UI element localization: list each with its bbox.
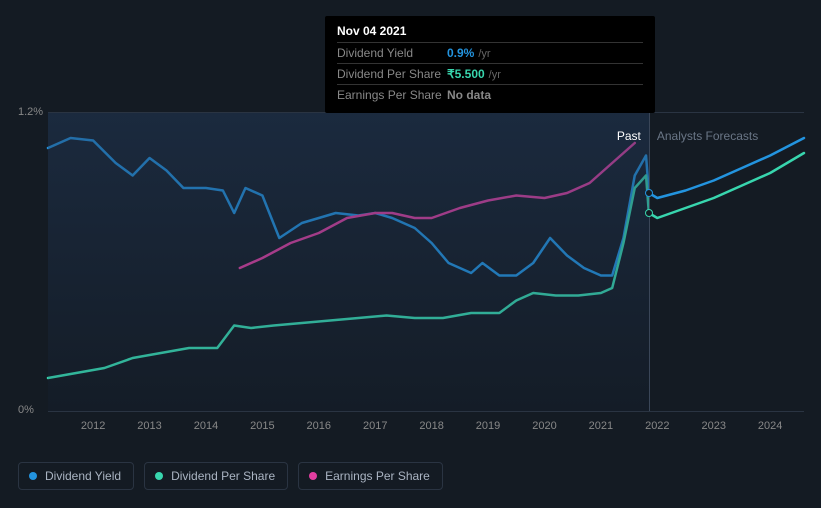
x-tick: 2017 <box>363 420 387 432</box>
x-tick: 2024 <box>758 420 782 432</box>
legend: Dividend Yield Dividend Per Share Earnings… <box>18 462 443 490</box>
tooltip-row: Dividend Per Share₹5.500/yr <box>337 63 643 84</box>
x-tick: 2020 <box>532 420 556 432</box>
legend-item[interactable]: Dividend Yield <box>18 462 134 490</box>
past-shading <box>48 113 649 411</box>
hover-dot <box>645 189 653 197</box>
tooltip-value: ₹5.500 <box>447 67 485 81</box>
tooltip-label: Dividend Yield <box>337 46 447 60</box>
x-tick: 2013 <box>137 420 161 432</box>
y-axis-min: 0% <box>18 404 34 416</box>
legend-label: Dividend Per Share <box>171 469 275 483</box>
tooltip-date: Nov 04 2021 <box>337 24 643 38</box>
legend-item[interactable]: Dividend Per Share <box>144 462 288 490</box>
tooltip-rows: Dividend Yield0.9%/yrDividend Per Share₹… <box>337 42 643 105</box>
legend-item[interactable]: Earnings Per Share <box>298 462 443 490</box>
tooltip-label: Dividend Per Share <box>337 67 447 81</box>
tooltip-unit: /yr <box>489 69 501 81</box>
x-tick: 2014 <box>194 420 218 432</box>
x-tick: 2021 <box>589 420 613 432</box>
x-tick: 2016 <box>307 420 331 432</box>
legend-label: Earnings Per Share <box>325 469 430 483</box>
past-label: Past <box>617 129 641 143</box>
tooltip-value: 0.9% <box>447 46 474 60</box>
x-tick: 2023 <box>701 420 725 432</box>
x-tick: 2022 <box>645 420 669 432</box>
hover-line <box>649 113 650 411</box>
legend-dot-icon <box>155 472 163 480</box>
x-axis: 2012 2013 2014 2015 2016 2017 2018 2019 2020 2021… <box>48 420 804 440</box>
tooltip-row: Earnings Per ShareNo data <box>337 84 643 105</box>
legend-dot-icon <box>29 472 37 480</box>
plot-area[interactable]: Past Analysts Forecasts <box>48 112 804 412</box>
tooltip-unit: /yr <box>478 48 490 60</box>
x-tick: 2019 <box>476 420 500 432</box>
forecast-label: Analysts Forecasts <box>657 129 758 143</box>
x-tick: 2018 <box>419 420 443 432</box>
y-axis-max: 1.2% <box>18 106 43 118</box>
legend-label: Dividend Yield <box>45 469 121 483</box>
tooltip-label: Earnings Per Share <box>337 88 447 102</box>
x-tick: 2012 <box>81 420 105 432</box>
tooltip-row: Dividend Yield0.9% /yr <box>337 42 643 63</box>
hover-dot <box>645 209 653 217</box>
x-tick: 2015 <box>250 420 274 432</box>
tooltip-value: No data <box>447 88 491 102</box>
dividend-chart: 1.2% 0% Past Analysts Forecasts 20122013… <box>18 100 804 420</box>
chart-tooltip: Nov 04 2021 Dividend Yield0.9%/yrDividen… <box>325 16 655 113</box>
legend-dot-icon <box>309 472 317 480</box>
